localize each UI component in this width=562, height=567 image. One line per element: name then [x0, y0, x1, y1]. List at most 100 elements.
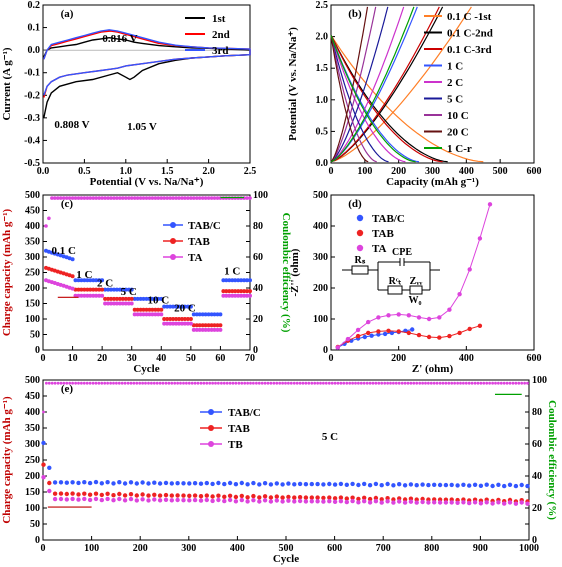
rate-capacity-point	[88, 278, 93, 283]
cycling-capacity-point	[309, 481, 314, 487]
rate-capacity-point	[212, 312, 217, 317]
cv-x-tick-label: 0.0	[37, 166, 50, 177]
rate-y-tick-label: 350	[25, 237, 40, 248]
eis-y-tick-label: 100	[313, 314, 328, 325]
cycling-efficiency-point	[187, 381, 191, 385]
gcd-x-tick-label: 200	[391, 166, 406, 177]
gcd-legend-label: 1 C-r	[447, 143, 472, 155]
cycling-capacity-point	[385, 496, 390, 501]
rate-capacity-point	[174, 304, 179, 309]
rate-efficiency-point	[76, 196, 81, 200]
cycling-efficiency-point	[292, 381, 296, 385]
eis-point	[376, 315, 381, 320]
cycling-capacity-point	[82, 480, 87, 485]
cycling-efficiency-point	[220, 381, 223, 385]
cycling-capacity-point	[146, 481, 151, 486]
cycling-efficiency-point	[266, 381, 270, 385]
cycling-capacity-point	[303, 482, 309, 487]
rate-capacity-point	[106, 296, 111, 301]
eis-point	[345, 336, 351, 342]
cycling-capacity-point	[478, 483, 484, 488]
cycling-efficiency-point	[263, 381, 267, 385]
cycling-efficiency-point	[418, 381, 422, 385]
cycling-efficiency-point	[164, 381, 168, 385]
eis-legend-marker	[356, 214, 364, 222]
cycling-capacity-point	[268, 495, 274, 500]
cycling-capacity-point	[502, 483, 507, 489]
cycling-capacity-point	[169, 498, 174, 503]
cv-panel-label: (a)	[61, 8, 74, 20]
eis-x-tick-label: 400	[459, 353, 474, 364]
cv-y-tick-label: 0.1	[28, 23, 41, 34]
cycling-capacity-point	[163, 492, 169, 498]
eis-x-tick-label: 0	[329, 353, 334, 364]
cycling-efficiency-point	[467, 381, 471, 385]
rate-x-tick-label: 50	[186, 353, 196, 364]
eis-point	[386, 313, 391, 318]
eis-point	[416, 315, 422, 320]
cycling-capacity-point	[356, 482, 361, 488]
cycling-rate-annotation: 5 C	[322, 431, 338, 443]
gcd-y-axis-label: Potential (V vs. Na/Na⁺)	[287, 27, 299, 141]
rate-capacity-point	[58, 270, 63, 275]
cycling-capacity-point	[251, 498, 256, 503]
cycling-capacity-point	[443, 482, 449, 488]
cycling-efficiency-point	[345, 381, 349, 385]
cycling-capacity-point	[490, 501, 495, 506]
rate-capacity-point	[114, 296, 119, 301]
rate-capacity-point	[132, 307, 137, 312]
rate-capacity-point	[230, 293, 235, 298]
cycling-capacity-point	[227, 497, 233, 503]
rate-capacity-point	[200, 327, 205, 332]
cycling-efficiency-point	[505, 381, 509, 385]
cycling-efficiency-point	[77, 381, 80, 385]
cycling-capacity-point	[268, 499, 274, 504]
cycling-efficiency-point	[211, 381, 215, 385]
cv-annotation-cathodic-1: 0.808 V	[54, 119, 89, 131]
cycling-capacity-point	[385, 499, 390, 504]
cycling-capacity-point	[321, 495, 326, 501]
cycling-efficiency-point	[97, 381, 101, 385]
rate-capacity-point	[221, 289, 226, 294]
cycling-efficiency-point	[269, 381, 273, 385]
cycling-capacity-point	[391, 500, 396, 505]
rate-y2-tick-label: 0	[253, 345, 258, 356]
cycling-capacity-point	[140, 492, 145, 497]
rate-capacity-point	[114, 301, 119, 306]
cycling-y-tick-label: 350	[25, 423, 40, 434]
cycling-efficiency-point	[339, 381, 343, 385]
eis-point	[376, 332, 381, 337]
cycling-efficiency-point	[412, 381, 416, 385]
rate-efficiency-point	[197, 196, 202, 200]
cycling-efficiency-point	[438, 381, 442, 385]
rate-capacity-point	[230, 289, 235, 294]
rate-x-tick-label: 70	[245, 353, 255, 364]
rate-capacity-point	[126, 296, 131, 301]
cycling-capacity-point	[478, 501, 484, 506]
rate-capacity-point	[194, 327, 199, 332]
cycling-efficiency-point	[415, 381, 419, 385]
cycling-x-tick-label: 400	[230, 543, 245, 554]
cycling-capacity-point	[198, 498, 204, 503]
cycling-capacity-point	[76, 480, 81, 486]
eis-point	[447, 333, 452, 339]
rate-y-tick-label: 200	[25, 283, 40, 294]
rate-capacity-point	[91, 278, 96, 283]
cv-legend-label: 2nd	[212, 29, 230, 41]
eis-y-tick-label: 300	[313, 252, 328, 263]
cycling-capacity-point	[163, 497, 169, 502]
rate-capacity-point	[159, 307, 164, 312]
rate-x-tick-label: 40	[156, 353, 166, 364]
cycling-efficiency-point	[447, 381, 451, 385]
cv-annotation-cathodic-2: 1.05 V	[127, 121, 157, 133]
cycling-efficiency-point	[476, 381, 480, 385]
rate-efficiency-point	[144, 196, 149, 200]
rate-label: 5 C	[121, 286, 137, 298]
cycling-capacity-point	[93, 491, 99, 496]
cycling-capacity-point	[426, 482, 431, 488]
rate-y-tick-label: 500	[25, 190, 40, 201]
gcd-legend-label: 20 C	[447, 127, 469, 139]
cycling-capacity-point	[362, 499, 367, 504]
cycling-efficiency-point	[246, 381, 250, 385]
cycling-efficiency-point	[374, 381, 378, 385]
